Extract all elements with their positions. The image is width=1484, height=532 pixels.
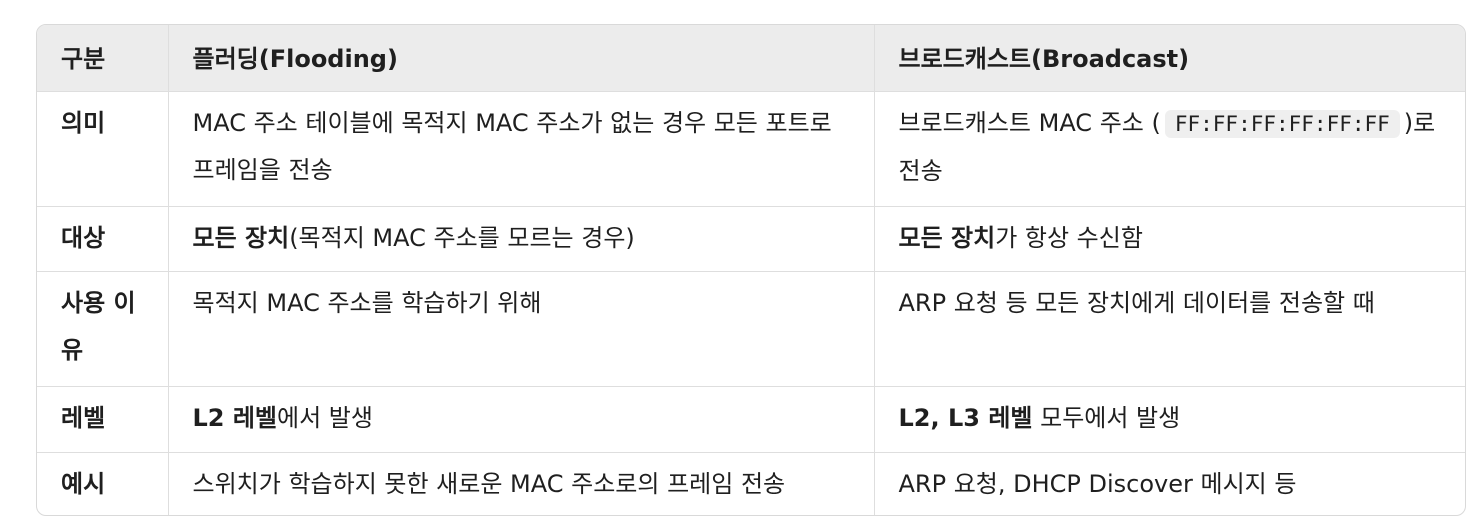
- broadcast-text: )로 전송: [898, 108, 1436, 185]
- flooding-cell: 목적지 MAC 주소를 학습하기 위해: [168, 271, 875, 387]
- broadcast-bold-text: 모든 장치: [898, 223, 996, 252]
- table-row-target: 대상 모든 장치(목적지 MAC 주소를 모르는 경우) 모든 장치가 항상 수…: [37, 206, 1465, 272]
- flooding-text: 에서 발생: [277, 403, 373, 432]
- header-flooding: 플러딩(Flooding): [168, 25, 875, 92]
- broadcast-mac-code: FF:FF:FF:FF:FF:FF: [1164, 109, 1400, 138]
- table-row-reason: 사용 이유 목적지 MAC 주소를 학습하기 위해 ARP 요청 등 모든 장치…: [37, 271, 1465, 387]
- header-category: 구분: [37, 25, 169, 92]
- broadcast-cell: ARP 요청 등 모든 장치에게 데이터를 전송할 때: [874, 271, 1465, 387]
- flooding-cell: MAC 주소 테이블에 목적지 MAC 주소가 없는 경우 모든 포트로 프레임…: [168, 91, 875, 207]
- broadcast-cell: 브로드캐스트 MAC 주소 (FF:FF:FF:FF:FF:FF)로 전송: [874, 91, 1465, 207]
- table-row-meaning: 의미 MAC 주소 테이블에 목적지 MAC 주소가 없는 경우 모든 포트로 …: [37, 91, 1465, 207]
- broadcast-text: 브로드캐스트 MAC 주소 (: [898, 108, 1161, 137]
- table-row-example: 예시 스위치가 학습하지 못한 새로운 MAC 주소로의 프레임 전송 ARP …: [37, 452, 1465, 515]
- comparison-table-container: 구분 플러딩(Flooding) 브로드캐스트(Broadcast) 의미 MA…: [36, 24, 1466, 516]
- row-label: 예시: [37, 452, 169, 515]
- broadcast-text: 가 항상 수신함: [995, 223, 1143, 252]
- row-label: 대상: [37, 206, 169, 272]
- comparison-table: 구분 플러딩(Flooding) 브로드캐스트(Broadcast) 의미 MA…: [37, 25, 1465, 515]
- broadcast-text: 모두에서 발생: [1032, 403, 1181, 432]
- flooding-bold-text: 모든 장치: [192, 223, 290, 252]
- broadcast-cell: 모든 장치가 항상 수신함: [874, 206, 1465, 272]
- flooding-cell: 모든 장치(목적지 MAC 주소를 모르는 경우): [168, 206, 875, 272]
- row-label: 레벨: [37, 386, 169, 453]
- header-broadcast: 브로드캐스트(Broadcast): [874, 25, 1465, 92]
- row-label: 의미: [37, 91, 169, 207]
- broadcast-cell: L2, L3 레벨 모두에서 발생: [874, 386, 1465, 453]
- flooding-text: (목적지 MAC 주소를 모르는 경우): [289, 223, 635, 252]
- flooding-bold-text: L2 레벨: [192, 403, 278, 432]
- flooding-cell: L2 레벨에서 발생: [168, 386, 875, 453]
- row-label: 사용 이유: [37, 271, 169, 387]
- table-header-row: 구분 플러딩(Flooding) 브로드캐스트(Broadcast): [37, 25, 1465, 92]
- broadcast-bold-text: L2, L3 레벨: [898, 403, 1033, 432]
- flooding-cell: 스위치가 학습하지 못한 새로운 MAC 주소로의 프레임 전송: [168, 452, 875, 515]
- broadcast-cell: ARP 요청, DHCP Discover 메시지 등: [898, 469, 1297, 498]
- table-row-level: 레벨 L2 레벨에서 발생 L2, L3 레벨 모두에서 발생: [37, 386, 1465, 453]
